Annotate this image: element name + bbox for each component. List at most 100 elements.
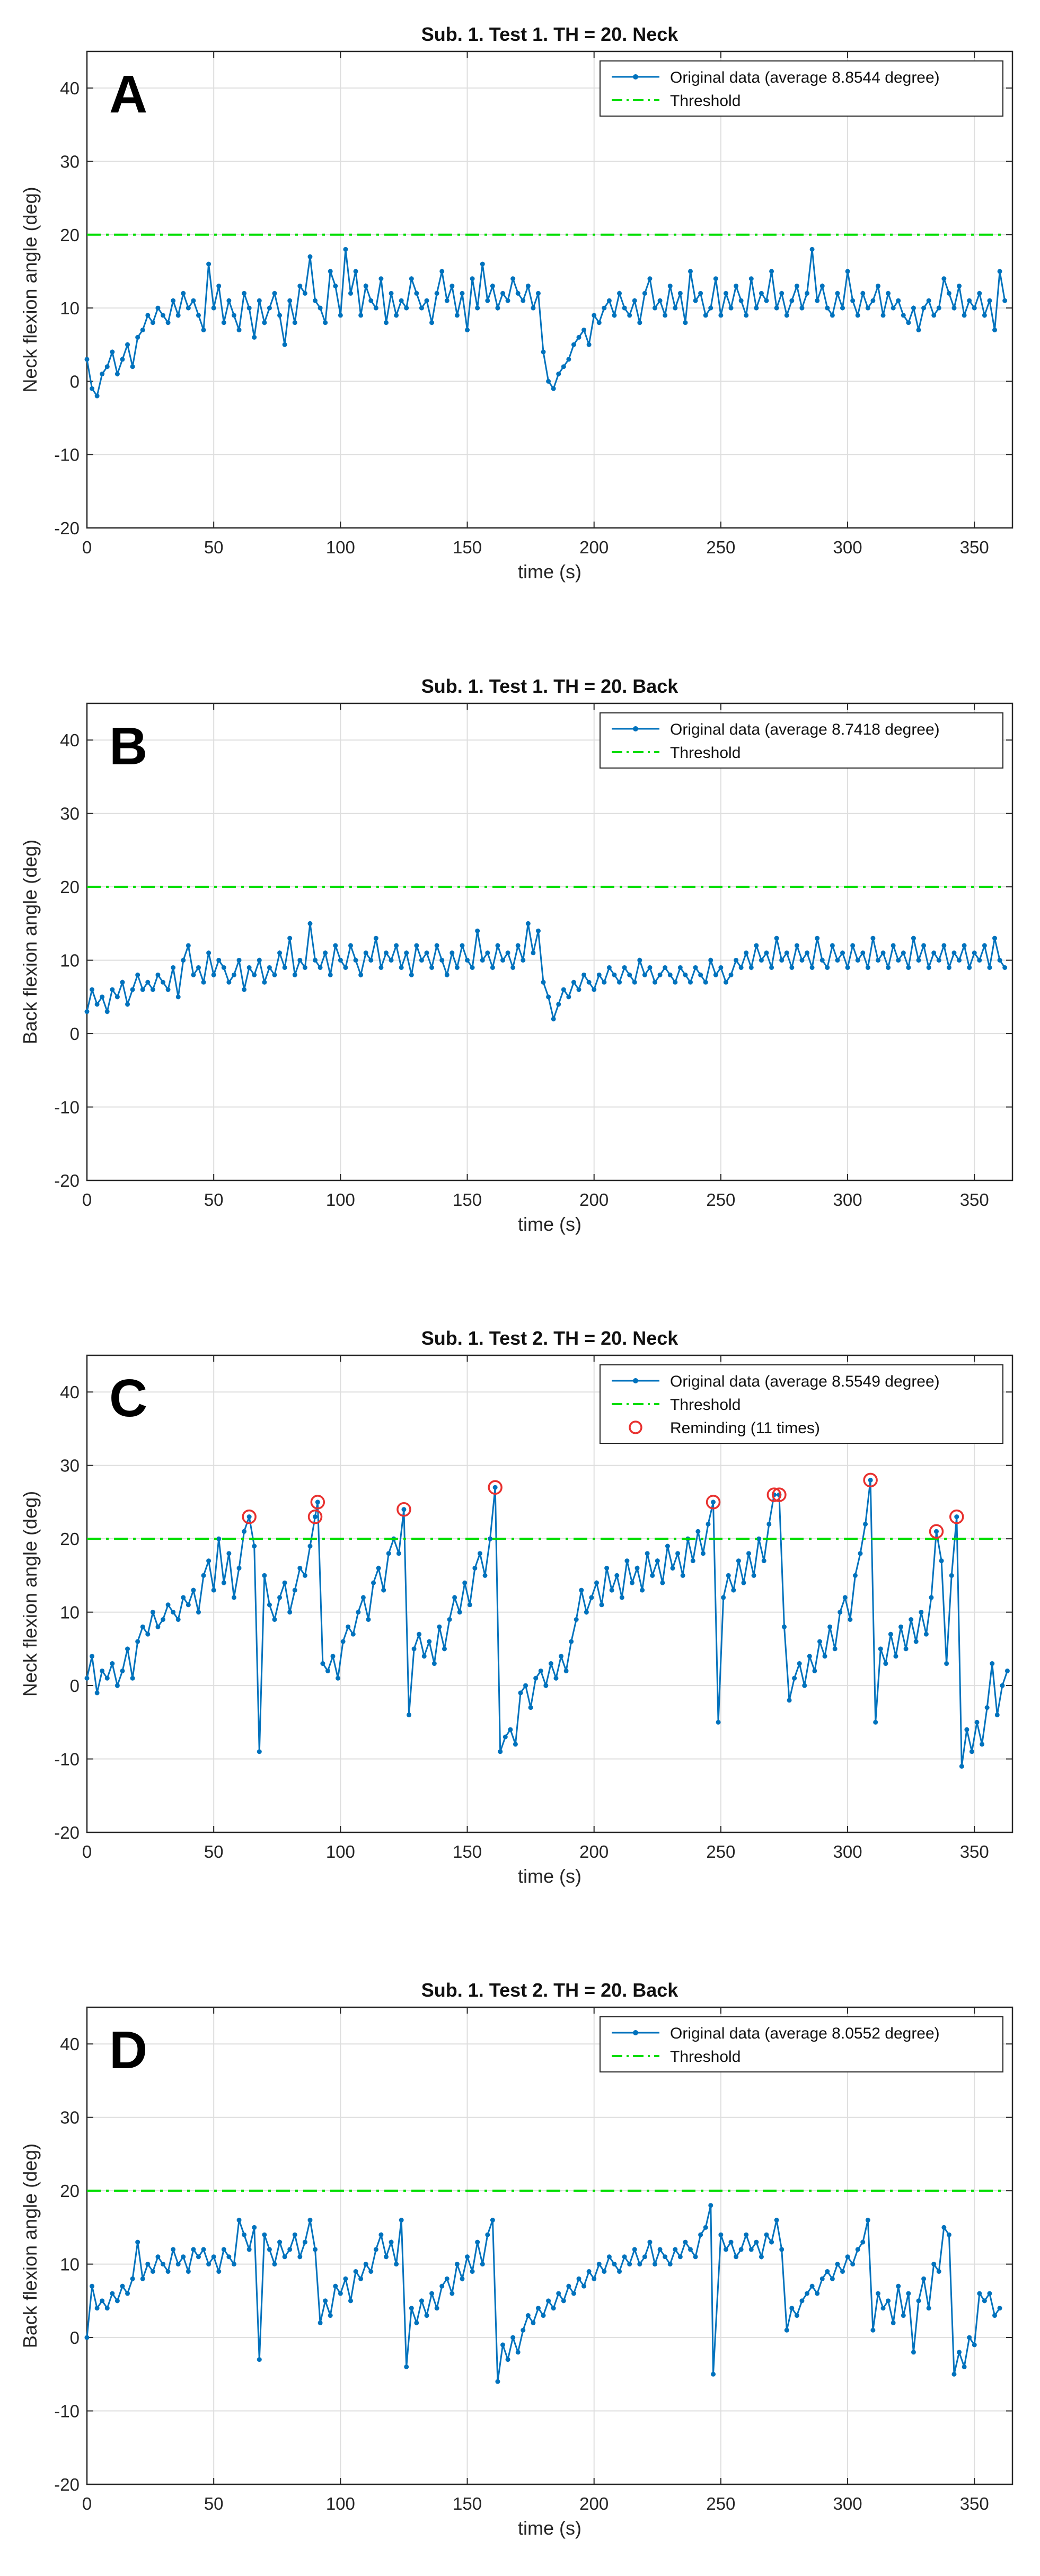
y-tick-label: -10 — [54, 1098, 80, 1117]
data-point — [931, 313, 937, 318]
data-point — [606, 298, 612, 303]
data-point — [343, 2276, 348, 2281]
data-point — [647, 2239, 653, 2245]
data-point — [617, 2269, 622, 2274]
legend-box — [600, 1364, 1003, 1444]
data-point — [850, 943, 856, 948]
data-point — [282, 965, 287, 970]
data-point — [297, 1566, 303, 1571]
data-point — [728, 972, 734, 977]
data-point — [439, 269, 445, 274]
data-point — [500, 290, 506, 296]
data-point — [916, 958, 921, 963]
data-point — [723, 980, 728, 985]
data-point — [477, 1551, 482, 1556]
data-point — [706, 1521, 711, 1527]
data-point — [946, 2232, 951, 2237]
data-point — [490, 2218, 495, 2223]
data-point — [513, 1742, 518, 1747]
data-point — [150, 2269, 155, 2274]
data-point — [677, 290, 683, 296]
data-point — [216, 2269, 222, 2274]
data-point — [500, 958, 506, 963]
data-point — [495, 2379, 500, 2384]
data-point — [744, 2232, 749, 2237]
data-point — [145, 313, 151, 318]
data-point — [596, 972, 602, 977]
data-point — [688, 2247, 693, 2252]
data-point — [376, 1566, 381, 1571]
x-tick-label: 200 — [579, 537, 609, 557]
data-point — [175, 2262, 181, 2267]
data-point — [946, 290, 951, 296]
data-point — [401, 1507, 407, 1512]
x-tick-label: 150 — [453, 1190, 482, 1210]
data-point — [318, 2320, 323, 2325]
data-point — [155, 972, 161, 977]
data-point — [838, 1610, 843, 1615]
axes-box — [86, 702, 1013, 1181]
data-point — [718, 2232, 724, 2237]
data-point — [454, 965, 460, 970]
data-point — [531, 950, 536, 956]
data-point — [959, 1763, 964, 1769]
data-point — [602, 980, 607, 985]
x-tick-label: 150 — [453, 1842, 482, 1862]
data-point — [548, 1661, 553, 1666]
data-point — [528, 1705, 533, 1710]
data-point — [383, 320, 389, 325]
reminding-marker — [929, 1524, 944, 1539]
data-point — [538, 1668, 543, 1673]
data-point — [394, 2262, 399, 2267]
data-point — [860, 290, 866, 296]
data-point — [130, 364, 135, 369]
data-point — [906, 320, 911, 325]
y-tick-label: 0 — [70, 372, 80, 391]
data-point — [994, 1712, 1000, 1717]
data-point — [125, 1002, 130, 1007]
data-point — [110, 1661, 115, 1666]
data-point — [267, 2247, 272, 2252]
y-tick-label: -10 — [54, 2402, 80, 2421]
data-point — [409, 2306, 414, 2311]
legend-box — [600, 60, 1003, 117]
data-point — [875, 2291, 880, 2296]
data-point — [328, 972, 333, 977]
data-point — [360, 1595, 366, 1600]
data-point — [751, 1573, 756, 1578]
reminding-marker — [772, 1487, 787, 1502]
data-point — [411, 1646, 417, 1652]
reminding-marker — [863, 1472, 878, 1488]
data-point — [799, 958, 805, 963]
data-point — [145, 980, 151, 985]
data-point — [604, 1566, 610, 1571]
data-point — [756, 1536, 762, 1541]
data-point — [576, 987, 581, 992]
data-point — [201, 980, 206, 985]
data-point — [257, 1749, 262, 1754]
data-line — [86, 923, 1006, 1022]
data-point — [637, 320, 642, 325]
x-tick-label: 50 — [204, 1842, 224, 1862]
data-point — [221, 965, 226, 970]
series-circle-marker — [242, 1472, 964, 1539]
y-tick-label: -10 — [54, 445, 80, 465]
data-point — [632, 980, 637, 985]
data-point — [688, 269, 693, 274]
x-axis-label: time (s) — [518, 2517, 581, 2539]
data-point — [231, 1595, 236, 1600]
data-point — [277, 1595, 283, 1600]
data-point — [417, 1631, 422, 1637]
data-point — [784, 950, 789, 956]
data-point — [982, 313, 987, 318]
data-point — [759, 2254, 764, 2260]
data-point — [282, 2254, 287, 2260]
data-point — [419, 2298, 424, 2304]
data-point — [389, 2239, 394, 2245]
data-point — [171, 2247, 176, 2252]
data-point — [964, 1727, 970, 1732]
data-point — [171, 1610, 176, 1615]
data-point — [399, 2218, 404, 2223]
data-point — [196, 2254, 201, 2260]
